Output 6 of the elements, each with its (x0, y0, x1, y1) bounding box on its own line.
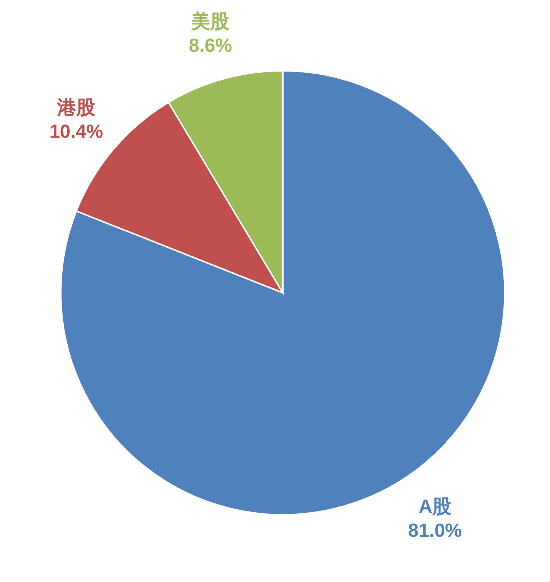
data-label: 8.6% (189, 36, 232, 57)
data-label: 81.0% (408, 521, 462, 542)
data-label: 10.4% (50, 122, 104, 143)
slice-label: 美股 (190, 11, 231, 33)
slice-label: 港股 (56, 96, 96, 119)
slice-label: A股 (418, 497, 453, 518)
